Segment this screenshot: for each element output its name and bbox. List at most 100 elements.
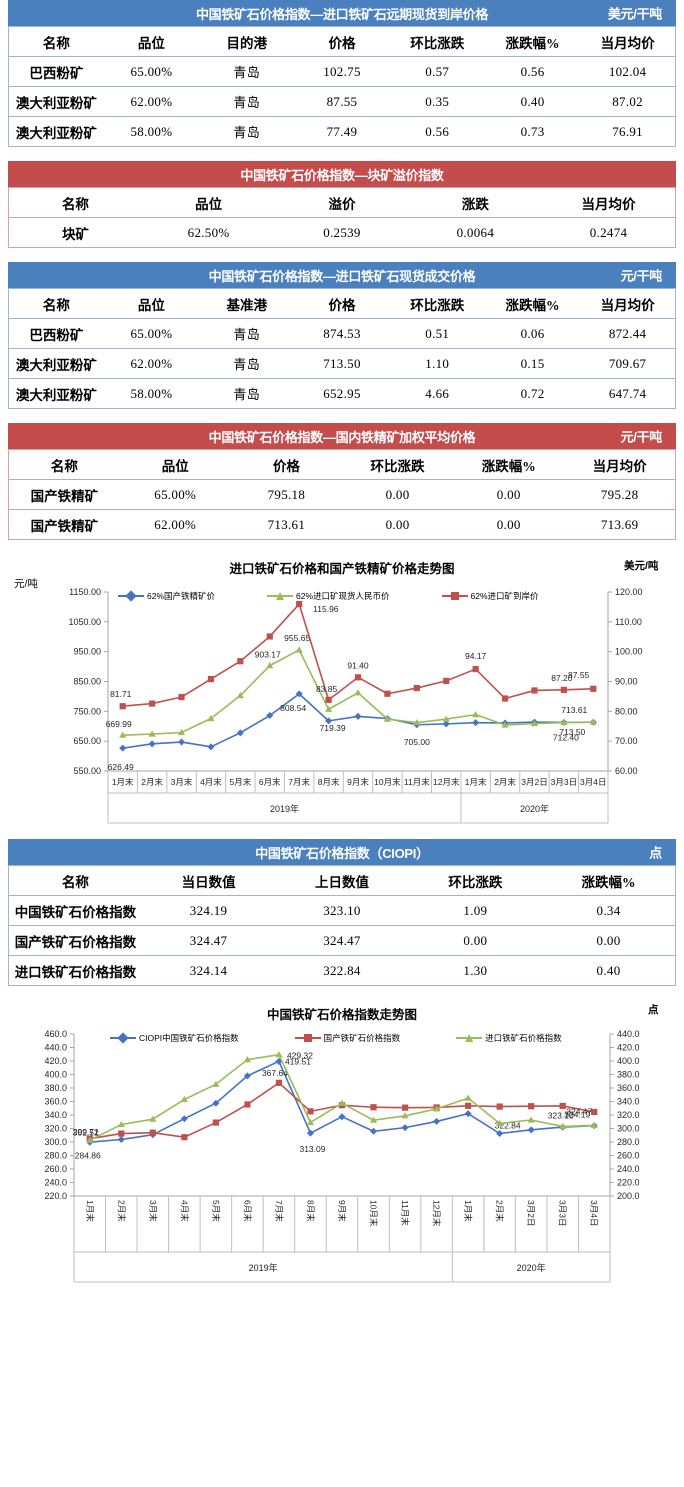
table-header-banner: 中国铁矿石价格指数（CIOPI） 点 <box>8 839 676 865</box>
data-point-marker <box>501 695 509 702</box>
legend-label: 进口铁矿石价格指数 <box>485 1033 562 1043</box>
table-unit-label: 元/干吨 <box>620 268 663 284</box>
column-header: 当月均价 <box>581 196 636 212</box>
legend-marker-icon <box>456 1037 483 1039</box>
y-axis-tick-label: 440.0 <box>44 1043 67 1053</box>
cell-value: 324.14 <box>141 955 276 986</box>
cell-value: 77.49 <box>294 116 390 147</box>
y-axis-tick-label: 300.0 <box>44 1137 67 1147</box>
legend-item: 62%进口矿现货人民币价 <box>267 590 390 602</box>
cell-value: 87.02 <box>580 86 676 117</box>
legend-marker-icon <box>110 1037 136 1039</box>
cell-value: 322.84 <box>275 955 409 986</box>
cell-value: 58.00% <box>103 116 200 147</box>
column-header: 当日数值 <box>181 874 236 890</box>
data-point-marker <box>306 1129 314 1137</box>
data-point-marker <box>177 728 186 736</box>
secondary-y-axis-tick-label: 200.0 <box>617 1191 640 1201</box>
column-header: 当月均价 <box>592 458 647 474</box>
data-point-marker <box>236 729 244 737</box>
cell-value: 0.00 <box>341 479 454 510</box>
x-axis-category-label: 3月末 <box>148 1200 158 1222</box>
x-axis-category-label: 10月末 <box>374 777 401 787</box>
x-axis-category-label: 2月末 <box>494 777 516 787</box>
table-unit-label: 点 <box>649 845 662 861</box>
cell-value: 647.74 <box>580 378 676 409</box>
secondary-y-axis-tick-label: 80.00 <box>615 706 638 716</box>
data-point-label: 313.09 <box>299 1144 325 1154</box>
cell-value: 1.10 <box>389 348 485 379</box>
data-point-marker <box>530 719 539 727</box>
column-header: 名称 <box>42 35 70 51</box>
x-axis-category-label: 3月2日 <box>521 777 547 787</box>
row-label: 中国铁矿石价格指数 <box>8 895 142 926</box>
data-point-marker <box>472 665 479 673</box>
column-header: 品位 <box>137 297 165 313</box>
data-point-label: 367.64 <box>262 1068 288 1078</box>
cell-value: 713.69 <box>564 509 676 540</box>
table-header-banner: 中国铁矿石价格指数—进口铁矿石远期现货到岸价格 美元/干吨 <box>8 0 676 26</box>
cell-value: 795.18 <box>230 479 342 510</box>
table-row: 澳大利亚粉矿 62.00% 青岛 87.55 0.35 0.40 87.02 <box>8 86 676 117</box>
x-axis-category-label: 4月末 <box>200 777 222 787</box>
data-point-marker <box>496 1103 503 1110</box>
secondary-y-axis-tick-label: 100.00 <box>615 647 643 657</box>
data-point-marker <box>275 1051 283 1058</box>
table-header-row: 名称 品位 基准港 价格 环比涨跌 涨跌幅% 当月均价 <box>9 289 676 319</box>
data-point-label: 91.40 <box>347 660 369 670</box>
secondary-y-axis-tick-label: 220.0 <box>617 1178 640 1188</box>
data-point-label: 626.49 <box>108 762 134 772</box>
column-header: 基准港 <box>226 297 267 313</box>
data-point-marker <box>384 690 391 697</box>
cell-value: 0.40 <box>542 955 676 986</box>
data-point-label: 323.10 <box>548 1110 574 1120</box>
table-row: 国产铁矿石价格指数 324.47 324.47 0.00 0.00 <box>8 925 676 956</box>
table-row: 巴西粉矿 65.00% 青岛 102.75 0.57 0.56 102.04 <box>8 56 676 87</box>
data-point-marker <box>590 1121 598 1129</box>
table-header-banner: 中国铁矿石价格指数—进口铁矿石现货成交价格 元/干吨 <box>8 262 676 288</box>
cell-value: 0.73 <box>484 116 581 147</box>
data-point-marker <box>295 690 303 698</box>
row-label: 国产铁精矿 <box>8 509 120 540</box>
row-label: 巴西粉矿 <box>8 56 104 87</box>
cell-value: 62.00% <box>103 348 200 379</box>
data-point-marker <box>119 703 126 710</box>
legend-marker-icon <box>441 592 468 600</box>
data-point-label: 713.61 <box>561 705 587 715</box>
x-axis-category-label: 1月末 <box>463 1200 473 1222</box>
data-point-marker <box>86 1136 94 1143</box>
data-point-marker <box>119 731 127 738</box>
column-header: 涨跌幅% <box>505 35 560 51</box>
data-point-marker <box>325 696 332 703</box>
table-block-2: 中国铁矿石价格指数—进口铁矿石现货成交价格 元/干吨 名称 品位 基准港 价格 环比涨跌 涨跌… <box>8 262 676 409</box>
row-label: 澳大利亚粉矿 <box>8 348 104 379</box>
column-header: 价格 <box>272 458 300 474</box>
table-row: 巴西粉矿 65.00% 青岛 874.53 0.51 0.06 872.44 <box>8 318 676 349</box>
secondary-y-axis-tick-label: 440.0 <box>617 1029 640 1039</box>
secondary-y-axis-unit-label: 点 <box>648 1004 659 1016</box>
data-point-marker <box>369 1116 378 1123</box>
data-point-marker <box>243 1072 251 1080</box>
data-point-label: 669.99 <box>106 719 132 729</box>
row-label: 巴西粉矿 <box>8 318 104 349</box>
data-point-marker <box>401 1124 409 1132</box>
data-point-marker <box>119 744 127 752</box>
y-axis-tick-label: 650.00 <box>73 736 101 746</box>
cell-value: 0.56 <box>484 56 581 87</box>
table-block-1: 中国铁矿石价格指数—块矿溢价指数 名称 品位 溢价 涨跌 当月均价 块矿 62.50% 0.25… <box>8 161 676 248</box>
data-table: 名称 品位 价格 环比涨跌 涨跌幅% 当月均价 国产铁精矿 65.00% 795.18 0.00 0… <box>8 449 676 540</box>
data-point-marker <box>559 1102 566 1110</box>
cell-value: 1.30 <box>408 955 543 986</box>
data-point-label: 429.32 <box>287 1051 313 1061</box>
data-point-marker <box>180 1095 188 1103</box>
row-label: 国产铁矿石价格指数 <box>8 925 142 956</box>
data-point-label: 324.19 <box>564 1110 590 1120</box>
secondary-y-axis-tick-label: 420.0 <box>617 1043 640 1053</box>
x-axis-category-label: 6月末 <box>242 1200 252 1222</box>
legend-marker-icon <box>294 1034 321 1042</box>
cell-value: 713.50 <box>294 348 390 379</box>
data-point-marker <box>413 719 421 726</box>
x-axis-category-label: 7月末 <box>288 777 310 787</box>
cell-value: 0.00 <box>542 925 676 956</box>
legend-item: 进口铁矿石价格指数 <box>456 1032 562 1044</box>
